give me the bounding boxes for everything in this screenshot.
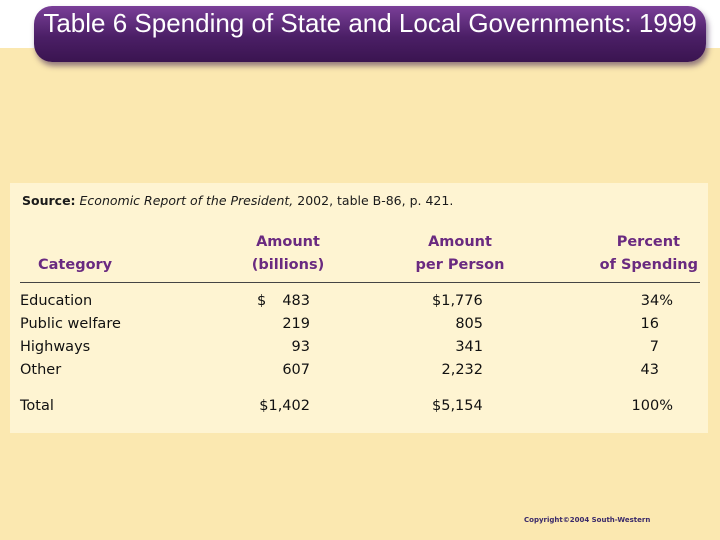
row-amount: 607 bbox=[282, 362, 310, 378]
header-amount-line1: Amount bbox=[256, 234, 320, 250]
total-amount: $1,402 bbox=[259, 398, 310, 414]
row-per-person: $1,776 bbox=[432, 293, 483, 309]
row-amount: 93 bbox=[291, 339, 310, 355]
total-per-person: $5,154 bbox=[432, 398, 483, 414]
row-amount: 219 bbox=[282, 316, 310, 332]
row-percent: 43 bbox=[640, 362, 659, 378]
row-category: Education bbox=[20, 293, 93, 309]
row-percent: 7 bbox=[649, 339, 659, 355]
header-rule bbox=[20, 282, 700, 283]
row-amount-prefix: $ bbox=[257, 293, 267, 309]
row-percent: 34% bbox=[640, 293, 673, 309]
copyright-note: Copyright©2004 South-Western bbox=[524, 516, 651, 524]
header-per-person-line1: Amount bbox=[428, 234, 492, 250]
header-category: Category bbox=[38, 257, 113, 273]
header-amount-line2: (billions) bbox=[251, 257, 325, 273]
row-per-person: 341 bbox=[455, 339, 483, 355]
row-category: Public welfare bbox=[20, 316, 121, 332]
source-publication: Economic Report of the President, bbox=[79, 193, 294, 208]
slide-title: Table 6 Spending of State and Local Gove… bbox=[34, 6, 706, 62]
header-percent-line1: Percent bbox=[616, 234, 680, 250]
source-detail: 2002, table B-86, p. 421. bbox=[293, 193, 454, 208]
spending-table: Source: Economic Report of the President… bbox=[10, 183, 708, 433]
source-note: Source: Economic Report of the President… bbox=[22, 193, 453, 208]
total-percent: 100% bbox=[631, 398, 673, 414]
header-percent-line2: of Spending bbox=[599, 257, 698, 273]
row-category: Other bbox=[20, 362, 62, 378]
source-label: Source: bbox=[22, 193, 76, 208]
row-per-person: 805 bbox=[455, 316, 483, 332]
row-amount: 483 bbox=[282, 293, 310, 309]
row-per-person: 2,232 bbox=[441, 362, 483, 378]
total-category: Total bbox=[20, 398, 54, 414]
row-percent: 16 bbox=[640, 316, 659, 332]
row-category: Highways bbox=[20, 339, 91, 355]
header-per-person-line2: per Person bbox=[415, 257, 505, 273]
